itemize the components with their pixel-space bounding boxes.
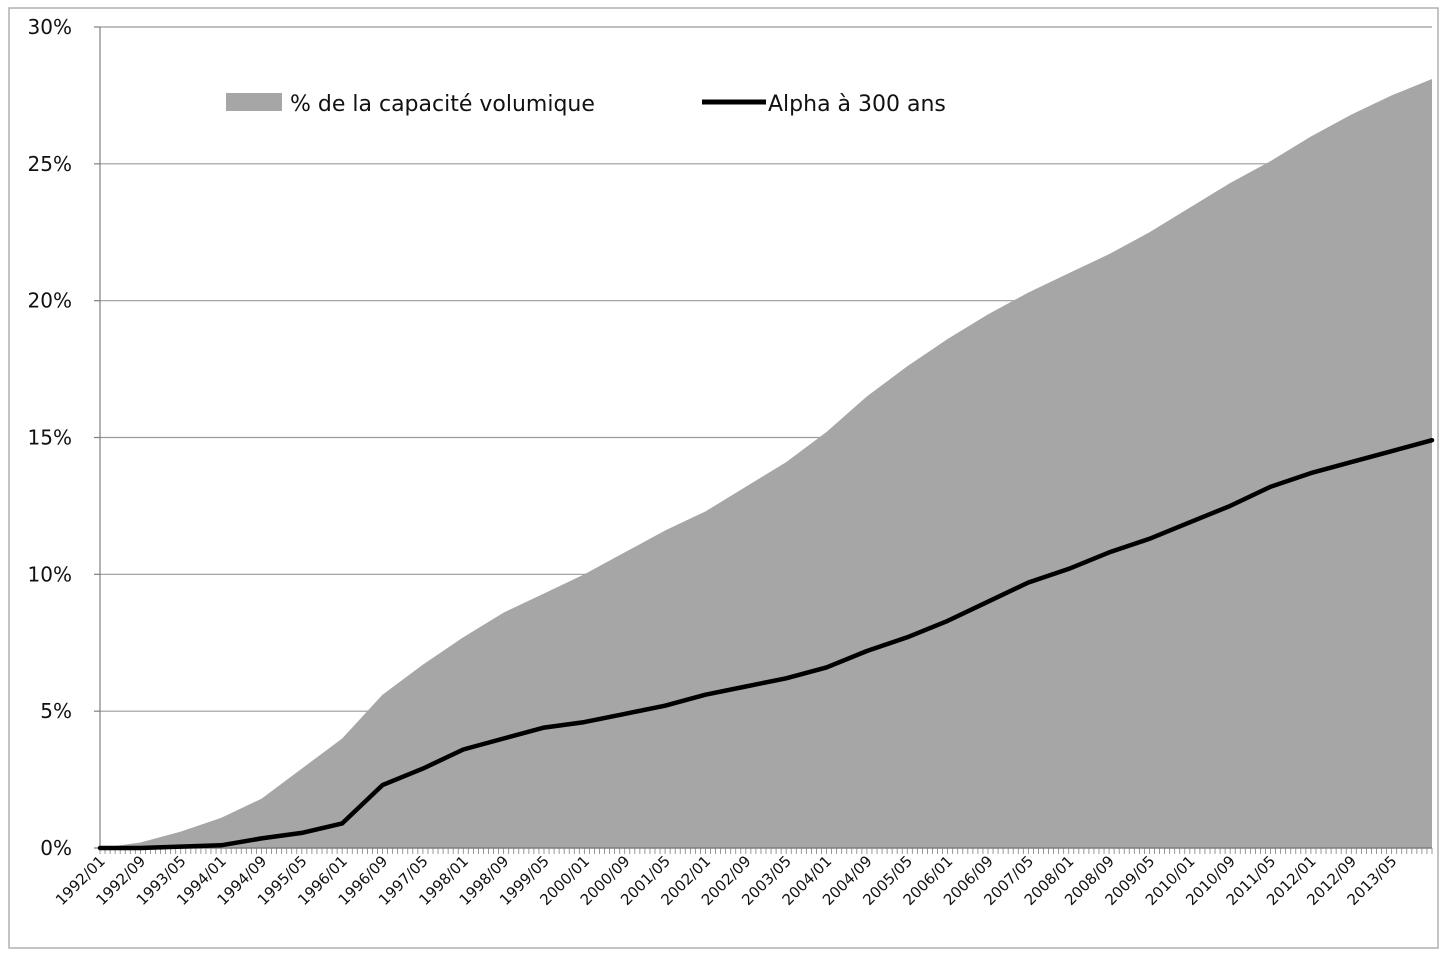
legend: % de la capacité volumique Alpha à 300 a…	[226, 92, 946, 117]
y-tick-labels: 0% 5% 10% 15% 20% 25% 30%	[28, 15, 72, 860]
legend-swatch-area	[226, 93, 282, 111]
y-tick-label: 20%	[28, 289, 72, 313]
area-layer	[100, 79, 1432, 848]
chart-frame	[8, 7, 1439, 949]
area-series-capacite	[100, 79, 1432, 848]
x-tick-labels: 1992/011992/091993/051994/011994/091995/…	[52, 852, 1400, 909]
y-tick-label: 30%	[28, 15, 72, 39]
legend-label-area: % de la capacité volumique	[290, 92, 595, 117]
line-layer	[97, 437, 1435, 851]
y-tick-label: 5%	[40, 699, 72, 723]
legend-label-line: Alpha à 300 ans	[768, 92, 946, 117]
line-series-alpha	[97, 437, 1435, 851]
y-tick-label: 0%	[40, 836, 72, 860]
y-tick-label: 25%	[28, 152, 72, 176]
y-tick-label: 15%	[28, 426, 72, 450]
axes	[94, 26, 1433, 854]
y-tick-label: 10%	[28, 562, 72, 586]
